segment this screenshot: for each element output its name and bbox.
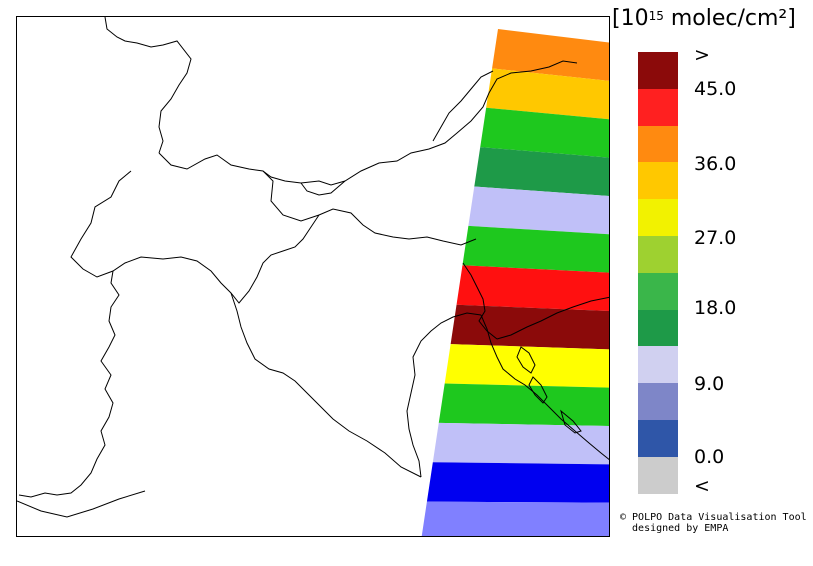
legend-label: < — [694, 475, 710, 497]
legend-swatch — [638, 162, 678, 200]
credit-line-2: designed by EMPA — [620, 523, 729, 534]
island-pag — [560, 409, 582, 434]
swath-band — [421, 501, 609, 536]
unit-suffix: molec/cm²] — [663, 6, 796, 31]
legend-label: 18.0 — [694, 297, 737, 319]
legend-label: 45.0 — [694, 78, 737, 100]
border-france-germany — [104, 17, 192, 154]
coastline-istria — [480, 314, 609, 461]
swath-band — [474, 147, 609, 196]
satellite-swath — [421, 29, 609, 536]
border-austria-italy — [262, 60, 578, 186]
unit-label: [1015 molec/cm²] — [612, 6, 796, 31]
coastline-adriatic — [406, 312, 482, 478]
unit-prefix: [10 — [612, 6, 649, 31]
credit-line-1: © POLPO Data Visualisation Tool — [620, 512, 807, 523]
map-panel — [16, 16, 610, 537]
border-italy-slovenia — [462, 262, 498, 340]
legend-swatch — [638, 236, 678, 273]
legend-swatch — [638, 125, 678, 163]
legend-swatch — [638, 88, 678, 126]
border-germany-austria — [432, 70, 494, 142]
border-italy-france — [18, 270, 120, 498]
legend-swatch — [638, 346, 678, 384]
swath-band — [456, 265, 609, 311]
swath-band — [438, 383, 609, 427]
legend-label: 9.0 — [694, 373, 725, 395]
swath-band — [444, 344, 609, 388]
border-slovenia-croatia — [496, 296, 609, 340]
swath-band — [492, 29, 609, 81]
legend-label: 36.0 — [694, 153, 737, 175]
unit-exponent: 15 — [648, 9, 664, 23]
country-borders — [17, 17, 609, 518]
island-cres — [528, 376, 548, 404]
legend-swatch — [638, 456, 678, 494]
legend-swatch — [638, 272, 678, 310]
coastline-ligurian — [17, 490, 146, 518]
border-switzerland — [158, 152, 477, 246]
map-canvas — [17, 17, 609, 536]
swath-band — [426, 462, 609, 503]
border-austria-north — [300, 180, 346, 196]
border-italy-south — [230, 292, 422, 478]
swath-band — [462, 225, 609, 273]
border-switzerland-south — [70, 170, 320, 304]
legend-label: 0.0 — [694, 446, 725, 468]
swath-band — [450, 304, 609, 350]
legend-swatch — [638, 52, 678, 89]
legend-swatch — [638, 199, 678, 236]
swath-band — [468, 186, 609, 235]
swath-band — [480, 107, 609, 158]
legend-label: > — [694, 44, 710, 66]
legend-label: 27.0 — [694, 227, 737, 249]
legend-swatch — [638, 383, 678, 420]
swath-band — [432, 422, 609, 465]
legend-swatch — [638, 420, 678, 457]
island-krk — [516, 346, 536, 374]
swath-band — [486, 68, 609, 120]
legend-swatch — [638, 309, 678, 347]
